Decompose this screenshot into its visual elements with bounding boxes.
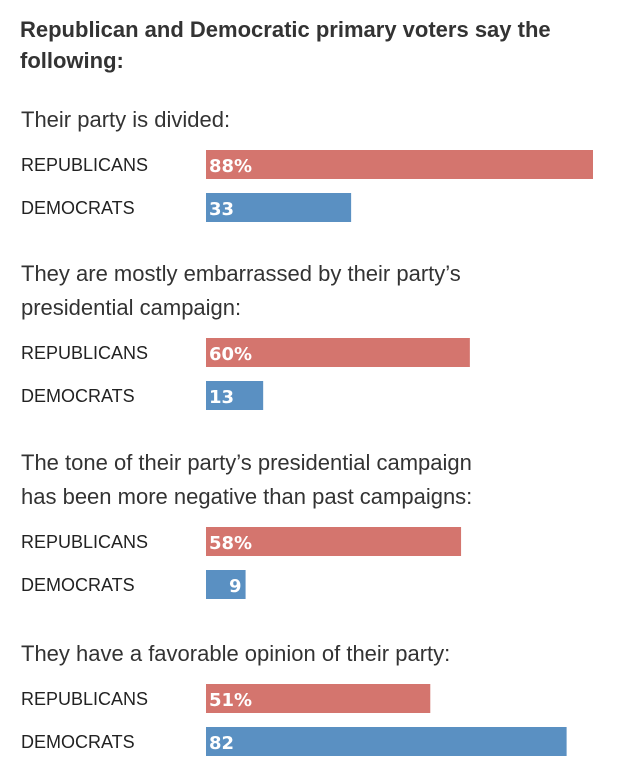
party-label-democrats: DEMOCRATS bbox=[21, 386, 135, 406]
party-label-republicans: REPUBLICANS bbox=[21, 343, 148, 363]
bar-value-label: 82 bbox=[209, 733, 234, 754]
party-label-democrats: DEMOCRATS bbox=[21, 575, 135, 595]
party-label-republicans: REPUBLICANS bbox=[21, 532, 148, 552]
bar-democrats bbox=[206, 727, 567, 756]
bar-value-label: 60% bbox=[209, 344, 252, 365]
bar-value-label: 13 bbox=[209, 387, 234, 408]
party-label-democrats: DEMOCRATS bbox=[21, 198, 135, 218]
chart-title: Republican and Democratic primary voters… bbox=[20, 17, 551, 73]
question-text: Their party is divided: bbox=[21, 107, 230, 132]
bar-value-label: 51% bbox=[209, 690, 252, 711]
bar-value-label: 88% bbox=[209, 156, 252, 177]
question-text: The tone of their party’s presidential c… bbox=[21, 450, 472, 475]
party-label-democrats: DEMOCRATS bbox=[21, 732, 135, 752]
bar-value-label: 9 bbox=[229, 576, 242, 597]
bar-value-label: 58% bbox=[209, 533, 252, 554]
question-text: They have a favorable opinion of their p… bbox=[21, 641, 450, 666]
bar-democrats bbox=[206, 381, 264, 410]
party-label-republicans: REPUBLICANS bbox=[21, 689, 148, 709]
bar-value-label: 33 bbox=[209, 199, 234, 220]
party-label-republicans: REPUBLICANS bbox=[21, 155, 148, 175]
question-text: They are mostly embarrassed by their par… bbox=[21, 261, 461, 286]
bar-republicans bbox=[206, 684, 431, 713]
question-text: has been more negative than past campaig… bbox=[21, 484, 472, 509]
question-text: presidential campaign: bbox=[21, 295, 241, 320]
bar-republicans bbox=[206, 338, 470, 367]
bar-republicans bbox=[206, 527, 462, 556]
bar-democrats bbox=[206, 570, 246, 599]
bar-republicans bbox=[206, 150, 593, 179]
bar-democrats bbox=[206, 193, 352, 222]
